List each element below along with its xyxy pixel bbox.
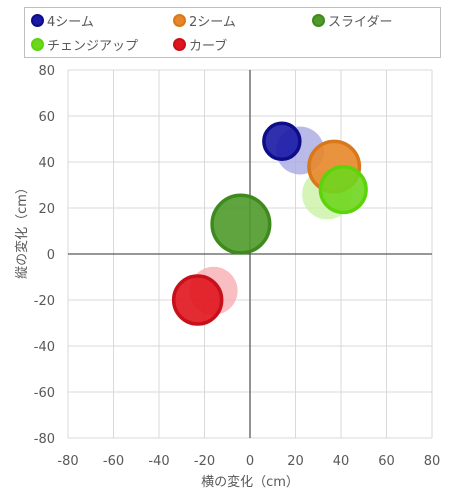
zero-axes: [68, 70, 432, 438]
y-tick-label: 40: [38, 156, 55, 171]
x-axis-title: 横の変化（cm）: [201, 474, 299, 490]
x-tick-label: 60: [378, 454, 395, 469]
y-tick-label: -60: [34, 386, 55, 401]
x-tick-label: -80: [57, 454, 78, 469]
y-tick-label: 0: [47, 248, 55, 263]
legend-marker-4seam: [31, 13, 44, 27]
x-tick-label: -20: [194, 454, 215, 469]
y-tick-label: -40: [34, 340, 55, 355]
legend: 4シーム 2シーム スライダー チェンジアップ カーブ: [24, 7, 441, 58]
bubble-layer: [171, 121, 368, 326]
y-tick-labels: -80 -60 -40 -20 0 20 40 60 80: [34, 64, 55, 447]
legend-item-slider: スライダー: [312, 11, 393, 30]
x-tick-label: 20: [287, 454, 304, 469]
bubble-point: [262, 121, 302, 162]
legend-label-2seam: 2シーム: [189, 14, 236, 30]
legend-marker-2seam: [173, 13, 186, 27]
legend-label-changeup: チェンジアップ: [47, 38, 139, 54]
bubble-point: [171, 274, 224, 326]
legend-label-slider: スライダー: [328, 14, 393, 30]
y-axis-title: 縦の変化（cm）: [14, 181, 30, 279]
legend-label-4seam: 4シーム: [47, 14, 94, 30]
x-tick-label: -60: [103, 454, 124, 469]
y-tick-label: 80: [38, 64, 55, 79]
bubble-point: [210, 193, 272, 255]
y-tick-label: -80: [34, 432, 55, 447]
y-tick-label: 20: [38, 202, 55, 217]
legend-marker-slider: [312, 13, 325, 27]
y-tick-label: 60: [38, 110, 55, 125]
bubble-point: [318, 165, 368, 215]
x-tick-label: 80: [424, 454, 441, 469]
legend-item-2seam: 2シーム: [173, 11, 236, 30]
y-tick-label: -20: [34, 294, 55, 309]
x-tick-label: -40: [148, 454, 169, 469]
legend-marker-curve: [173, 37, 186, 51]
x-tick-label: 0: [246, 454, 254, 469]
legend-item-curve: カーブ: [173, 35, 228, 54]
legend-marker-changeup: [31, 37, 44, 51]
legend-item-changeup: チェンジアップ: [31, 35, 139, 54]
x-tick-label: 40: [333, 454, 350, 469]
legend-item-4seam: 4シーム: [31, 11, 94, 30]
legend-label-curve: カーブ: [189, 38, 228, 54]
x-tick-labels: -80 -60 -40 -20 0 20 40 60 80: [57, 454, 440, 469]
